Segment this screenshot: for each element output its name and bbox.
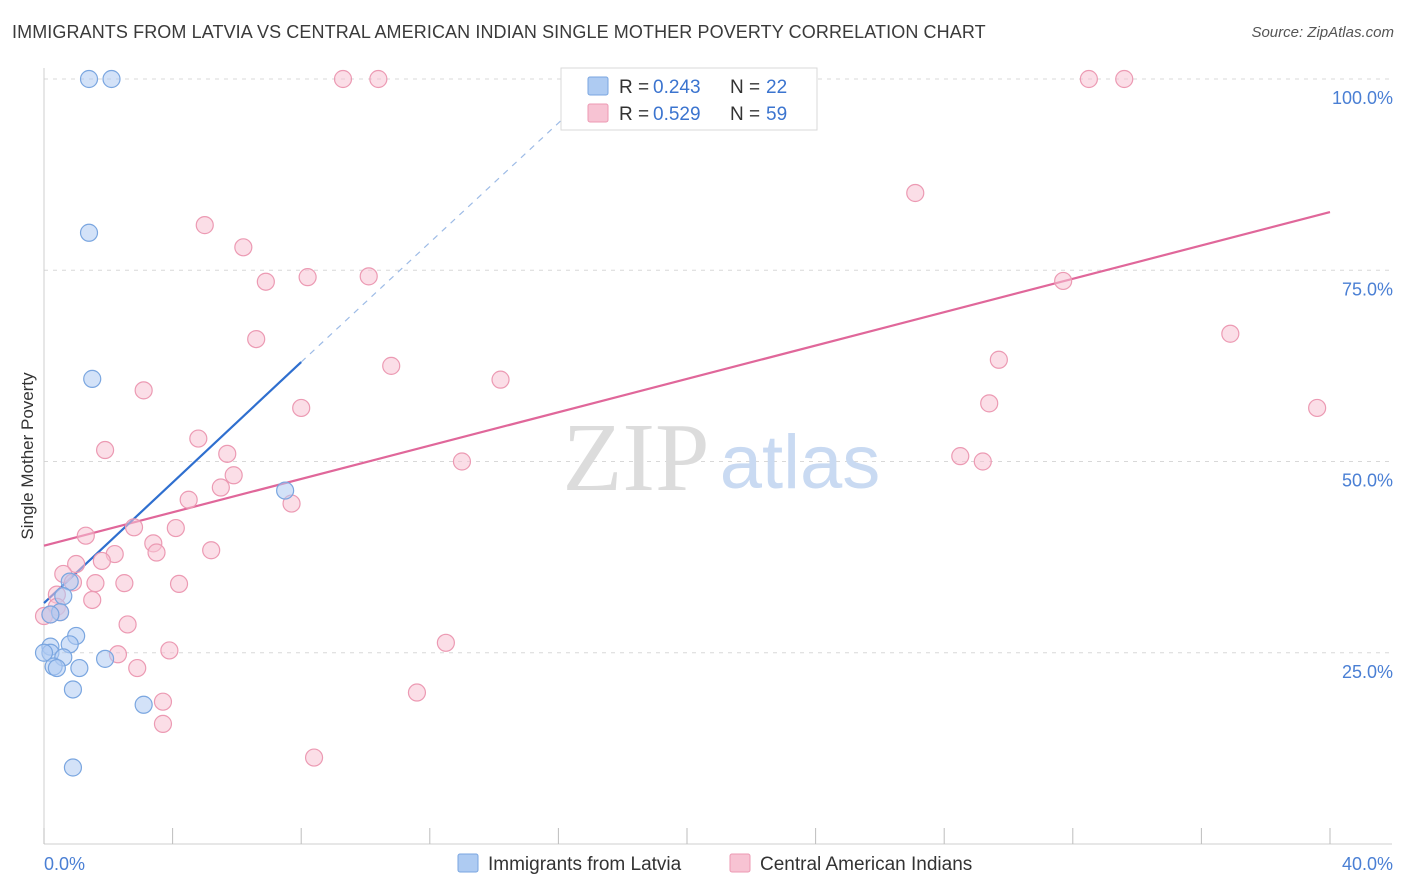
- y-tick-label: 25.0%: [1342, 662, 1393, 682]
- pink-point: [234, 238, 253, 257]
- blue-point: [276, 481, 295, 500]
- blue-point: [63, 758, 83, 777]
- watermark-zip: ZIP: [563, 404, 710, 512]
- x-tick-label-min: 0.0%: [44, 854, 85, 874]
- chart-title: IMMIGRANTS FROM LATVIA VS CENTRAL AMERIC…: [12, 22, 986, 42]
- blue-point: [95, 649, 115, 668]
- pink-point: [382, 356, 401, 375]
- bottom-legend-label-pink: Central American Indians: [760, 854, 972, 875]
- pink-point: [407, 683, 427, 702]
- pink-point: [906, 183, 925, 203]
- bottom-legend-swatch-blue: [457, 853, 479, 873]
- pink-point: [153, 692, 173, 711]
- legend-n-label-blue: N =: [730, 77, 760, 98]
- pink-point: [179, 490, 198, 509]
- pink-point: [124, 518, 144, 537]
- bottom-legend-label-blue: Immigrants from Latvia: [488, 854, 682, 875]
- pink-point: [153, 714, 173, 733]
- pink-point: [256, 272, 275, 291]
- y-tick-label: 50.0%: [1342, 471, 1393, 491]
- pink-point: [195, 216, 214, 235]
- pink-point: [218, 444, 237, 463]
- pink-point: [134, 381, 153, 400]
- blue-trend-extension: [300, 74, 611, 363]
- pink-point: [292, 398, 311, 418]
- pink-point: [359, 267, 378, 286]
- pink-point: [951, 447, 970, 466]
- pink-point: [92, 551, 111, 571]
- trend-lines: [43, 74, 1331, 604]
- pink-point: [989, 350, 1008, 369]
- legend-n-label-pink: N =: [730, 104, 760, 125]
- bottom-legend: Immigrants from Latvia Central American …: [457, 853, 972, 875]
- pink-point: [1115, 69, 1134, 89]
- pink-point: [160, 641, 179, 660]
- pink-point: [247, 330, 266, 349]
- pink-point: [1308, 398, 1327, 418]
- legend-swatch-pink: [587, 103, 609, 123]
- pink-point: [980, 394, 999, 413]
- y-tick-label: 75.0%: [1342, 279, 1393, 299]
- blue-point: [54, 587, 73, 606]
- pink-point: [436, 633, 455, 652]
- blue-point: [47, 658, 66, 678]
- pink-point: [452, 452, 472, 471]
- pink-point: [166, 518, 185, 538]
- pink-point: [95, 440, 115, 460]
- pink-point: [67, 554, 86, 574]
- pink-point: [169, 574, 189, 594]
- pink-point: [118, 615, 137, 634]
- pink-point: [369, 69, 388, 89]
- gridlines: [44, 78, 1392, 654]
- pink-point: [1054, 271, 1073, 291]
- blue-point: [63, 680, 83, 699]
- pink-point: [147, 543, 166, 562]
- legend-r-label-blue: R =: [619, 77, 649, 98]
- legend-r-label-pink: R =: [619, 104, 649, 125]
- blue-point: [70, 658, 89, 678]
- legend-n-value-blue: 22: [766, 77, 787, 98]
- bottom-legend-swatch-pink: [729, 853, 751, 873]
- blue-point: [34, 643, 54, 662]
- pink-point: [973, 452, 992, 471]
- pink-point: [128, 658, 147, 678]
- pink-point: [115, 574, 134, 593]
- blue-point: [41, 605, 60, 624]
- pink-point: [202, 541, 221, 560]
- source-credit: Source: ZipAtlas.com: [1251, 24, 1394, 41]
- y-axis-label: Single Mother Poverty: [18, 372, 37, 540]
- pink-point: [333, 69, 353, 89]
- pink-point: [86, 574, 105, 593]
- blue-series-points: [34, 69, 295, 777]
- x-tick-labels: 0.0% 40.0%: [44, 854, 1393, 874]
- blue-point: [83, 369, 102, 388]
- pink-point: [76, 526, 95, 545]
- y-tick-labels: 25.0% 50.0% 75.0% 100.0%: [1332, 88, 1393, 682]
- legend-r-value-pink: 0.529: [653, 104, 701, 125]
- legend-swatch-blue: [587, 76, 609, 96]
- pink-point: [1079, 69, 1098, 89]
- blue-point: [134, 695, 153, 714]
- pink-point: [211, 478, 230, 497]
- axes: [43, 68, 1392, 845]
- legend-n-value-pink: 59: [766, 104, 787, 125]
- y-tick-label: 100.0%: [1332, 88, 1393, 108]
- pink-point: [491, 370, 510, 389]
- pink-point: [189, 429, 208, 448]
- legend: R = 0.243 N = 22 R = 0.529 N = 59: [560, 67, 818, 131]
- blue-point: [102, 69, 121, 89]
- blue-point: [79, 69, 99, 89]
- legend-r-value-blue: 0.243: [653, 77, 701, 98]
- blue-point: [79, 223, 99, 242]
- pink-point: [1221, 324, 1240, 343]
- pink-point: [83, 590, 102, 610]
- pink-point: [304, 748, 324, 767]
- watermark-atlas: atlas: [720, 420, 881, 505]
- pink-trend-line: [43, 211, 1331, 547]
- pink-point: [298, 268, 317, 287]
- x-tick-label-max: 40.0%: [1342, 854, 1393, 874]
- pink-point: [224, 466, 243, 485]
- blue-trend-line: [43, 361, 302, 604]
